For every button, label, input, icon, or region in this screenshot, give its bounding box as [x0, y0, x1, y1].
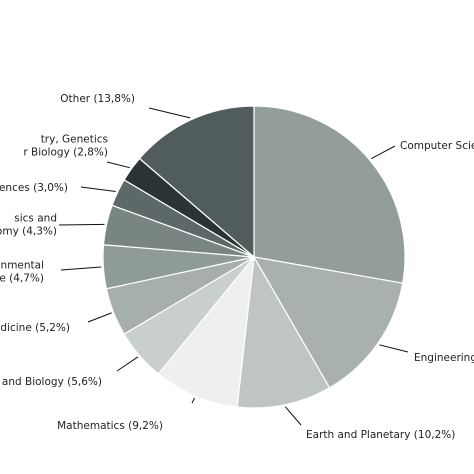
slice-label-line: Mathematics (9,2%)	[57, 420, 163, 432]
slice-label-line: onmental	[0, 260, 44, 272]
slice-label-line: dicine (5,2%)	[0, 322, 70, 334]
leader-line	[87, 312, 112, 323]
slice-label: try, Genetics r Biology (2,8%)	[23, 134, 108, 159]
leader-line	[191, 397, 196, 404]
slice-label-line: r Biology (2,8%)	[23, 147, 108, 159]
pie-slice	[157, 255, 255, 408]
leader-line	[284, 406, 302, 426]
pie-slice	[236, 255, 331, 409]
slice-label-line: ences (3,0%)	[0, 182, 68, 194]
leader-line	[116, 356, 139, 372]
slice-label: and Biology (5,6%)	[2, 376, 102, 388]
slice-label: ences (3,0%)	[0, 182, 68, 194]
slice-label-line: ace (4,7%)	[0, 273, 44, 285]
pie-slice	[138, 105, 255, 259]
pie-slice	[253, 105, 406, 284]
slice-label: sics and omy (4,3%)	[0, 213, 57, 238]
leader-line	[148, 107, 191, 119]
slice-label-line: Computer Scie	[400, 140, 474, 152]
leader-line	[106, 161, 130, 169]
leader-line	[370, 145, 396, 160]
slice-label: Engineering	[414, 352, 474, 364]
slice-label-line: Other (13,8%)	[60, 93, 135, 105]
slice-label-line: and Biology (5,6%)	[2, 376, 102, 388]
slice-label-line: sics and	[14, 213, 57, 225]
leader-line	[379, 344, 409, 353]
slice-label-line: Earth and Planetary (10,2%)	[306, 429, 455, 441]
slice-label: onmentalace (4,7%)	[0, 260, 44, 285]
slice-label: Other (13,8%)	[60, 93, 135, 105]
slice-label: Earth and Planetary (10,2%)	[306, 429, 455, 441]
slice-label-line: try, Genetics	[41, 134, 108, 146]
slice-label: Mathematics (9,2%)	[57, 420, 163, 432]
slice-label-line: Engineering	[414, 352, 474, 364]
slice-label: dicine (5,2%)	[0, 322, 70, 334]
leader-line	[58, 223, 105, 226]
slice-label-line: omy (4,3%)	[0, 226, 57, 238]
leader-line	[80, 186, 116, 192]
leader-line	[60, 266, 102, 271]
slice-label: Computer Scie	[400, 140, 474, 152]
pie-slice	[252, 256, 404, 389]
